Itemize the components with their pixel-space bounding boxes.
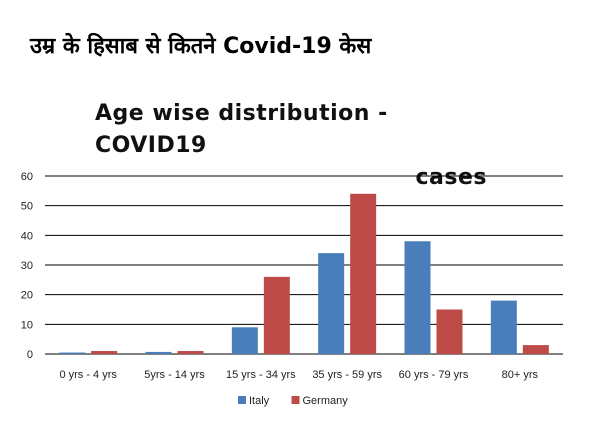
bar-germany: [436, 309, 463, 354]
bar-italy: [490, 300, 517, 354]
y-tick-label: 50: [21, 201, 33, 213]
bar-italy: [59, 352, 86, 354]
x-tick-label: 60 yrs - 79 yrs: [399, 369, 469, 381]
chart-title: Age wise distribution - COVID19 cases: [95, 98, 495, 194]
bar-germany: [263, 276, 290, 354]
bar-germany: [522, 345, 549, 354]
chart-title-line2: cases: [415, 165, 487, 190]
bar-germany: [177, 351, 204, 354]
y-tick-label: 60: [21, 171, 33, 183]
legend: Italy Germany: [238, 395, 348, 407]
y-tick-label: 10: [21, 319, 33, 331]
bar-italy: [404, 241, 431, 354]
bar-germany: [91, 351, 118, 354]
chart-title-line1: Age wise distribution - COVID19: [95, 101, 388, 158]
legend-label-germany: Germany: [303, 395, 349, 407]
y-tick-label: 30: [21, 260, 33, 272]
y-tick-label: 20: [21, 290, 33, 302]
bar-italy: [231, 327, 258, 354]
legend-swatch-germany: [291, 396, 300, 404]
legend-label-italy: Italy: [249, 395, 270, 407]
bars: [59, 193, 549, 354]
bar-germany: [350, 193, 377, 354]
x-tick-label: 35 yrs - 59 yrs: [312, 369, 382, 381]
x-tick-label: 15 yrs - 34 yrs: [226, 369, 296, 381]
y-tick-label: 40: [21, 230, 33, 242]
legend-swatch-italy: [238, 396, 246, 404]
y-tick-labels: 0 10 20 30 40 50 60: [21, 171, 33, 361]
y-tick-label: 0: [27, 349, 33, 361]
page-headline: उम्र के हिसाब से कितने Covid-19 केस: [30, 34, 372, 59]
bar-italy: [145, 351, 172, 354]
bar-italy: [318, 253, 345, 354]
x-tick-label: 5yrs - 14 yrs: [144, 369, 205, 381]
x-tick-label: 80+ yrs: [502, 369, 539, 381]
x-tick-labels: 0 yrs - 4 yrs 5yrs - 14 yrs 15 yrs - 34 yr…: [59, 369, 538, 381]
grid-lines: [45, 175, 563, 355]
x-tick-label: 0 yrs - 4 yrs: [59, 369, 117, 381]
